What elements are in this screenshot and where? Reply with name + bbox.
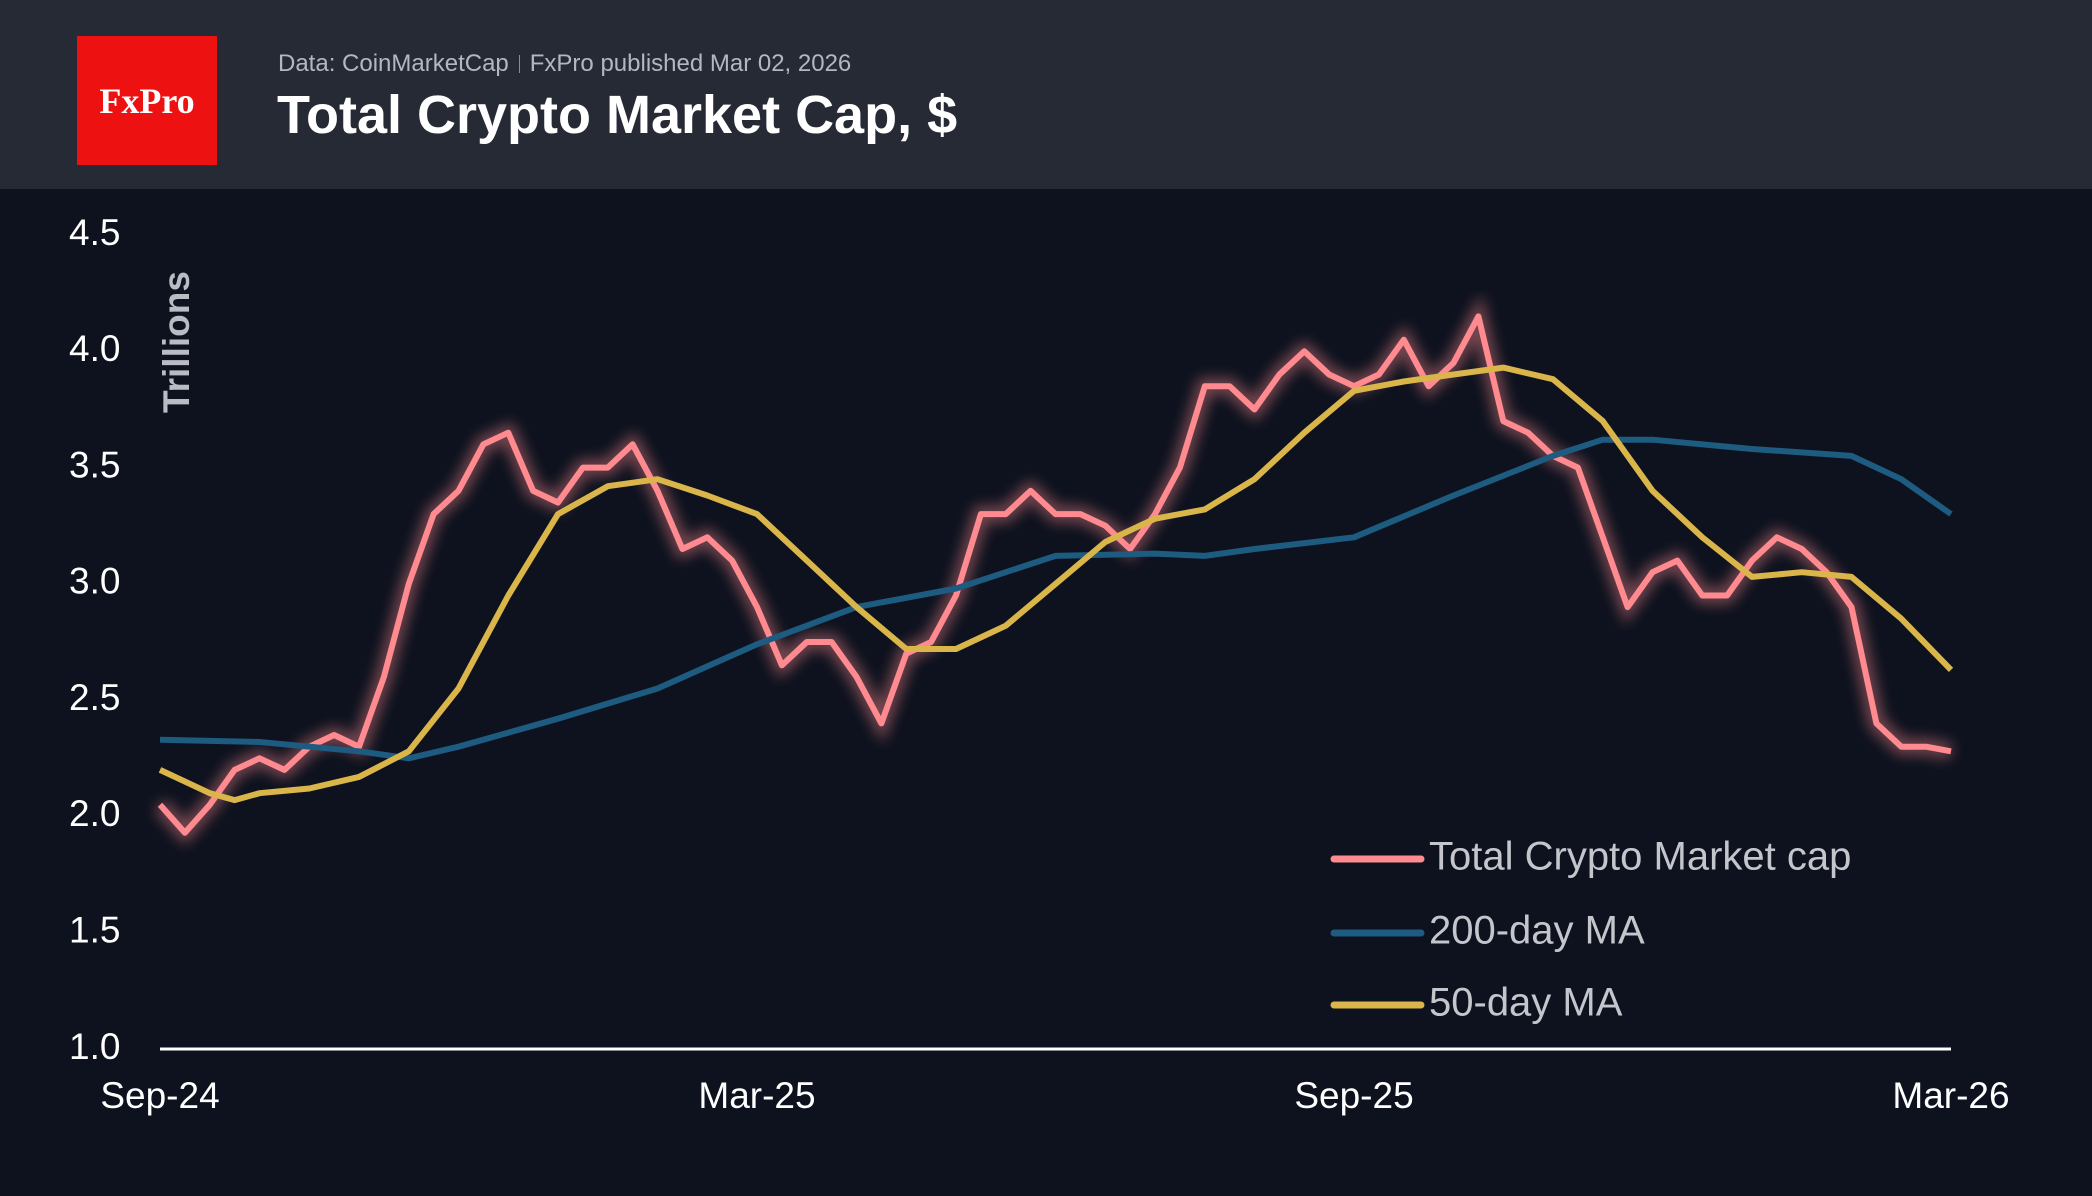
series-line bbox=[158, 364, 1954, 804]
published: FxPro published Mar 02, 2026 bbox=[529, 50, 852, 77]
x-tick-label: Mar-26 bbox=[1892, 1075, 2009, 1116]
y-tick-label: 2.5 bbox=[69, 677, 120, 718]
y-tick-label: 1.0 bbox=[69, 1026, 120, 1067]
legend-label: 200-day MA bbox=[1429, 909, 1645, 953]
y-tick-label: 1.5 bbox=[69, 909, 120, 950]
y-tick-label: 3.0 bbox=[69, 561, 120, 602]
x-tick-label: Mar-25 bbox=[698, 1075, 815, 1116]
legend-label: Total Crypto Market cap bbox=[1429, 835, 1851, 879]
header: FxPro Data: CoinMarketCap FxPro published… bbox=[0, 0, 2092, 189]
legend-label: 50-day MA bbox=[1429, 981, 1623, 1025]
x-tick-label: Sep-25 bbox=[1294, 1075, 1413, 1116]
source-line: Data: CoinMarketCap FxPro published Mar 0… bbox=[278, 50, 851, 78]
series-line bbox=[157, 313, 1952, 836]
x-tick-label: Sep-24 bbox=[100, 1075, 219, 1116]
y-tick-label: 2.0 bbox=[69, 793, 120, 834]
y-tick-label: 4.0 bbox=[69, 328, 120, 369]
y-axis-label: Trillions bbox=[156, 271, 197, 413]
series-line bbox=[159, 436, 1953, 762]
source: Data: CoinMarketCap bbox=[278, 50, 509, 77]
separator bbox=[518, 55, 520, 73]
y-tick-label: 3.5 bbox=[69, 444, 120, 485]
logo: FxPro bbox=[77, 36, 217, 165]
y-tick-label: 4.5 bbox=[69, 212, 120, 253]
chart-title: Total Crypto Market Cap, $ bbox=[277, 85, 958, 145]
